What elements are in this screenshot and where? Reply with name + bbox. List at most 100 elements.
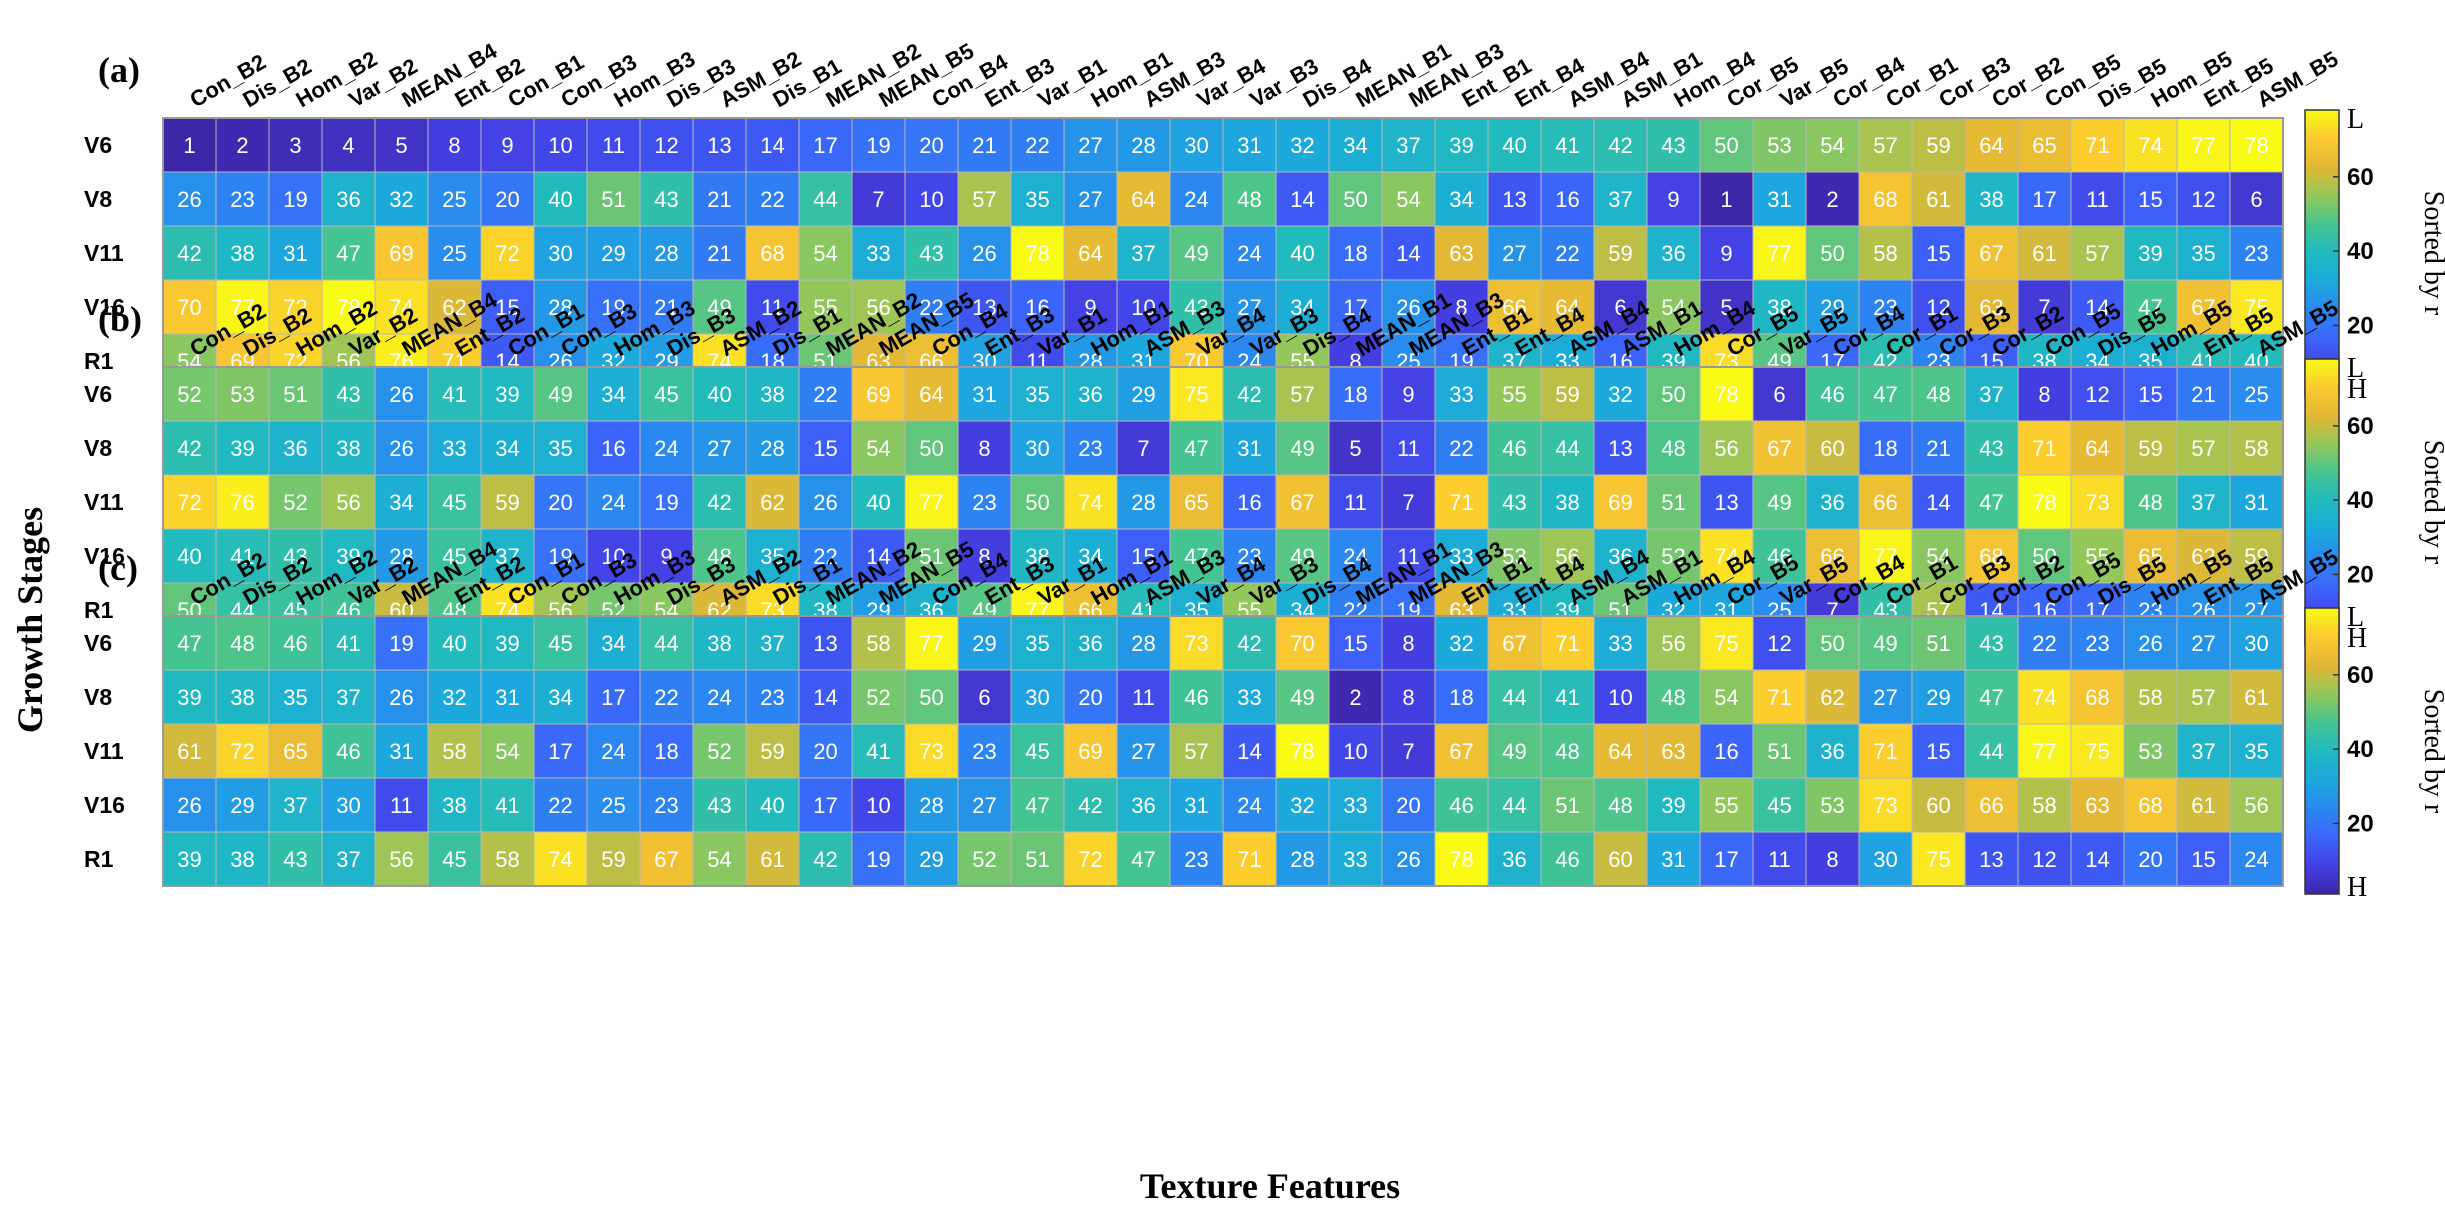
colorbar-bottom-label: H xyxy=(2347,374,2367,405)
colorbar-tick-label: 40 xyxy=(2347,238,2374,265)
cell-value: 26 xyxy=(389,436,413,461)
cell-value: 41 xyxy=(230,544,254,569)
cell-value: 45 xyxy=(1025,739,1049,764)
cell-value: 20 xyxy=(919,133,943,158)
heatmap-cell xyxy=(1116,279,1171,335)
heatmap-cell xyxy=(1328,831,1383,887)
cell-value: 56 xyxy=(1714,436,1738,461)
cell-value: 10 xyxy=(601,544,625,569)
heatmap-cell xyxy=(1699,171,1754,227)
heatmap-cell xyxy=(2229,831,2284,887)
heatmap-cell xyxy=(374,225,429,281)
cell-value: 36 xyxy=(1820,739,1844,764)
cell-value: 15 xyxy=(1131,544,1155,569)
cell-value: 12 xyxy=(2032,847,2056,872)
heatmap-cell xyxy=(1434,723,1489,779)
heatmap-cell xyxy=(1116,117,1171,173)
cell-value: 78 xyxy=(336,295,360,320)
cell-value: 52 xyxy=(1661,544,1685,569)
cell-value: 56 xyxy=(336,490,360,515)
cell-value: 5 xyxy=(1349,436,1361,461)
cell-value: 30 xyxy=(1184,133,1208,158)
heatmap-cell xyxy=(268,831,323,887)
cell-value: 42 xyxy=(177,436,201,461)
cell-value: 71 xyxy=(1449,490,1473,515)
row-label: V16 xyxy=(84,294,125,320)
heatmap-cell xyxy=(374,117,429,173)
cell-value: 30 xyxy=(1025,685,1049,710)
cell-value: 21 xyxy=(707,241,731,266)
cell-value: 30 xyxy=(1873,847,1897,872)
cell-value: 39 xyxy=(230,436,254,461)
heatmap-cell xyxy=(692,528,747,584)
cell-value: 23 xyxy=(654,793,678,818)
cell-value: 57 xyxy=(2085,241,2109,266)
cell-value: 14 xyxy=(1237,739,1261,764)
heatmap-cell xyxy=(639,669,694,725)
cell-value: 60 xyxy=(1820,436,1844,461)
heatmap-cell xyxy=(2070,615,2125,671)
cell-value: 21 xyxy=(654,295,678,320)
heatmap-cell xyxy=(1487,669,1542,725)
colorbar-tick-label: 60 xyxy=(2347,413,2374,440)
heatmap-cell xyxy=(1646,723,1701,779)
cell-value: 12 xyxy=(654,133,678,158)
cell-value: 23 xyxy=(1873,295,1897,320)
cell-value: 35 xyxy=(283,685,307,710)
cell-value: 18 xyxy=(654,739,678,764)
heatmap-cell xyxy=(692,723,747,779)
heatmap-cell xyxy=(1646,171,1701,227)
cell-value: 16 xyxy=(1714,739,1738,764)
heatmap-cell xyxy=(162,723,217,779)
cell-value: 38 xyxy=(1979,187,2003,212)
heatmap-cell xyxy=(851,366,906,422)
heatmap-cell xyxy=(1275,528,1330,584)
heatmap-cell xyxy=(1911,669,1966,725)
cell-value: 36 xyxy=(1078,382,1102,407)
row-label: V16 xyxy=(84,792,125,818)
cell-value: 24 xyxy=(1237,793,1261,818)
cell-value: 64 xyxy=(1555,295,1579,320)
cell-value: 6 xyxy=(1614,295,1626,320)
cell-value: 35 xyxy=(1025,187,1049,212)
heatmap-cell xyxy=(586,723,641,779)
cell-value: 23 xyxy=(230,187,254,212)
cell-value: 49 xyxy=(1290,544,1314,569)
heatmap-cell xyxy=(957,366,1012,422)
heatmap-cell xyxy=(586,279,641,335)
colorbar-tick-label: 40 xyxy=(2347,736,2374,763)
cell-value: 37 xyxy=(2191,490,2215,515)
cell-value: 27 xyxy=(1502,241,1526,266)
heatmap-cell xyxy=(321,777,376,833)
row-label: V8 xyxy=(84,186,112,212)
cell-value: 37 xyxy=(336,685,360,710)
colorbar-label: Sorted by r xyxy=(2418,440,2445,565)
heatmap-cell xyxy=(374,171,429,227)
cell-value: 23 xyxy=(760,685,784,710)
cell-value: 41 xyxy=(336,631,360,656)
heatmap-cell xyxy=(692,615,747,671)
cell-value: 55 xyxy=(813,295,837,320)
cell-value: 37 xyxy=(1608,187,1632,212)
cell-value: 21 xyxy=(2191,382,2215,407)
cell-value: 38 xyxy=(230,847,254,872)
heatmap-cell xyxy=(1169,723,1224,779)
cell-value: 28 xyxy=(1290,847,1314,872)
heatmap-cell xyxy=(692,420,747,476)
cell-value: 46 xyxy=(1820,382,1844,407)
cell-value: 76 xyxy=(230,490,254,515)
cell-value: 18 xyxy=(1343,382,1367,407)
heatmap-cell xyxy=(1646,474,1701,530)
heatmap-cell xyxy=(2017,171,2072,227)
heatmap-cell xyxy=(1540,669,1595,725)
heatmap-cell xyxy=(1010,474,1065,530)
row-label: V11 xyxy=(84,489,124,515)
cell-value: 67 xyxy=(1502,631,1526,656)
colorbar-tick-label: 20 xyxy=(2347,810,2374,837)
cell-value: 61 xyxy=(2191,793,2215,818)
cell-value: 60 xyxy=(1608,847,1632,872)
cell-value: 61 xyxy=(1926,187,1950,212)
cell-value: 20 xyxy=(813,739,837,764)
cell-value: 49 xyxy=(1184,241,1208,266)
cell-value: 54 xyxy=(1661,295,1685,320)
